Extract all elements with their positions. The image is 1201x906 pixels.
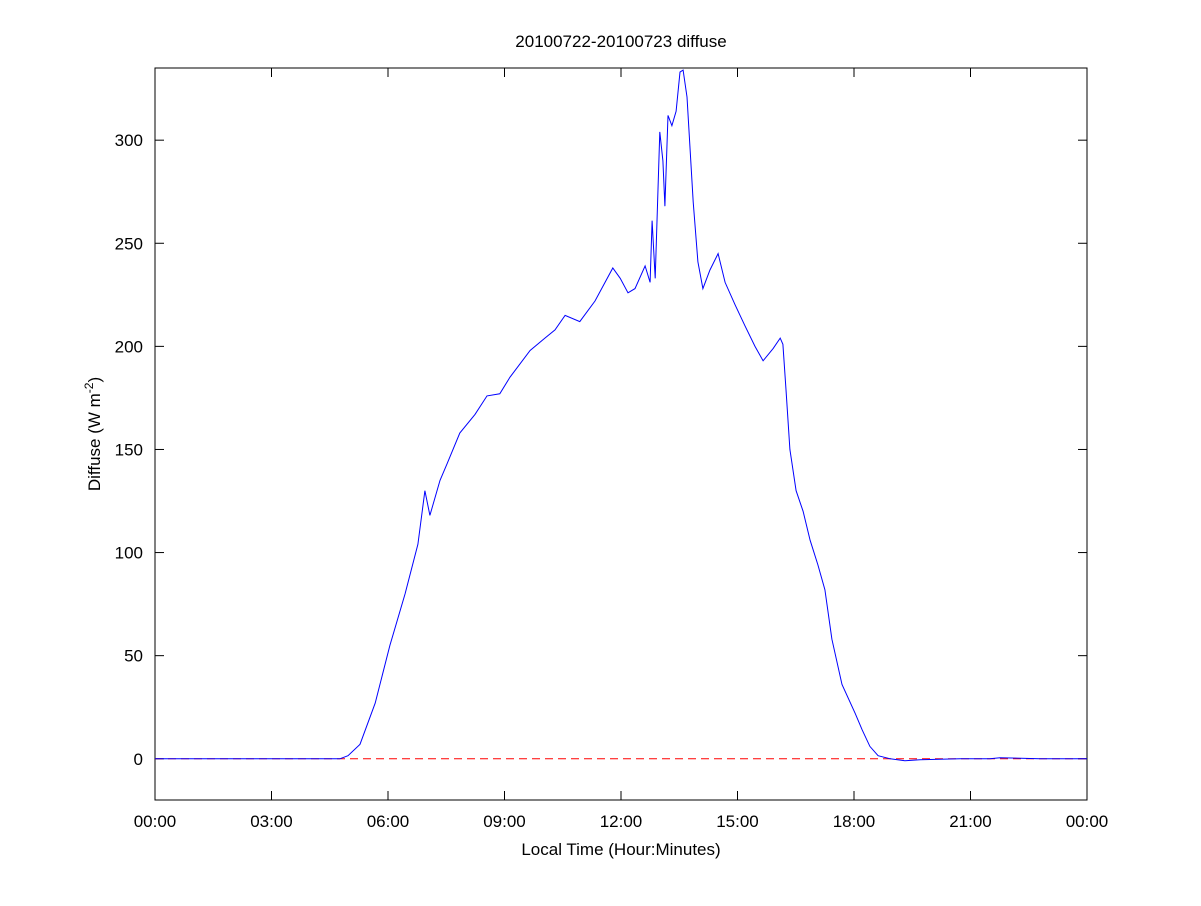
x-tick-label: 09:00 [483,812,526,831]
y-tick-label: 300 [115,131,143,150]
y-tick-label: 150 [115,440,143,459]
x-tick-label: 00:00 [134,812,177,831]
y-axis: 0 50 100 150 200 250 300 [115,131,1087,769]
diffuse-series-line [155,69,1087,762]
plot-area [154,67,1088,801]
x-tick-label: 15:00 [716,812,759,831]
y-tick-label: 200 [115,337,143,356]
chart-title: 20100722-20100723 diffuse [515,32,726,51]
y-tick-label: 250 [115,234,143,253]
x-tick-label: 06:00 [367,812,410,831]
x-tick-label: 12:00 [600,812,643,831]
x-axis: 00:00 03:00 06:00 09:00 12:00 15:00 18:00 21:00… [134,68,1109,831]
y-tick-label: 100 [115,544,143,563]
y-axis-label: Diffuse (W m-2) [82,377,104,491]
x-tick-label: 03:00 [250,812,293,831]
x-tick-label: 18:00 [833,812,876,831]
x-axis-label: Local Time (Hour:Minutes) [521,840,720,859]
y-tick-label: 50 [124,647,143,666]
y-tick-label: 0 [134,750,143,769]
x-tick-label: 21:00 [949,812,992,831]
x-tick-label: 00:00 [1066,812,1109,831]
